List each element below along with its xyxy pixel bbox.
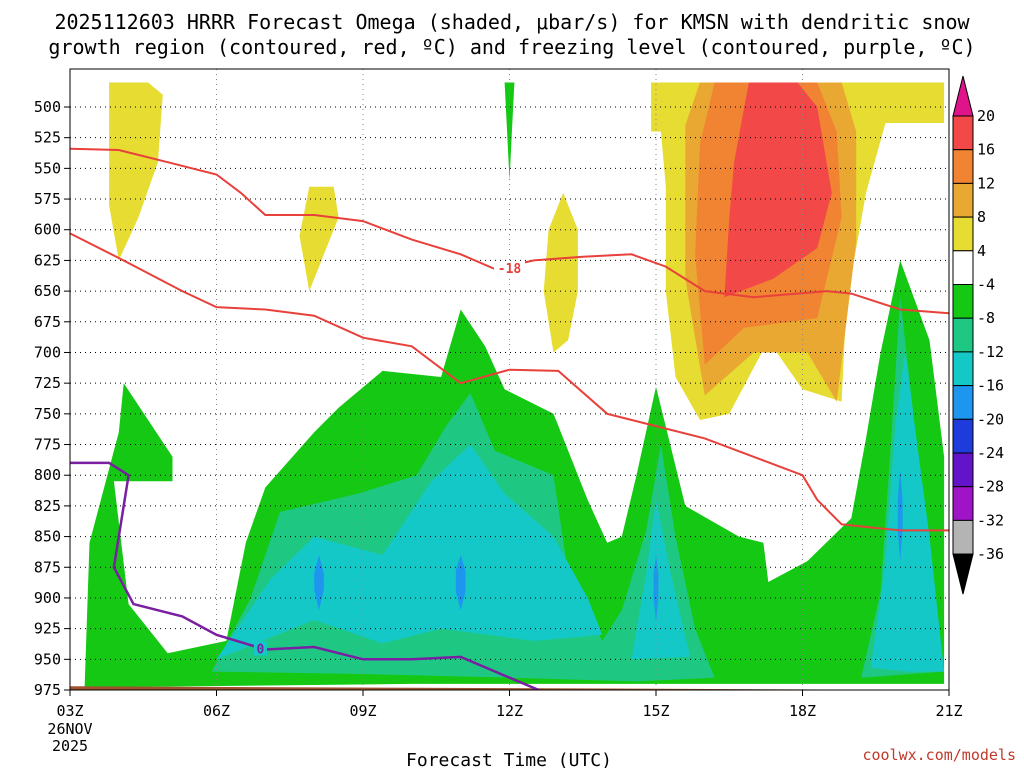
colorbar: 20 16 12 8 4 -4 -8 -12 -16 -20 -24 -28 -32 -36: [952, 75, 1004, 595]
x-tick-label-03Z: 03Z: [56, 702, 83, 720]
colorbar-label-8: 8: [977, 208, 986, 226]
x-axis: 03Z 06Z 09Z 12Z 15Z 18Z 21Z: [56, 690, 963, 720]
upward-motion-green-12z: [504, 82, 515, 181]
chart-title-line2: growth region (contoured, red, ºC) and f…: [48, 35, 975, 59]
sinking-yellow-13z: [543, 192, 578, 353]
colorbar-bin-13: [952, 519, 974, 555]
upward-motion-cyan-15z: [631, 499, 691, 660]
y-tick-label-950: 950: [34, 650, 61, 668]
y-tick-label-500: 500: [34, 98, 61, 116]
y-tick-label-750: 750: [34, 405, 61, 423]
x-tick-label-15Z: 15Z: [642, 702, 669, 720]
colorbar-label--24: -24: [977, 444, 1004, 462]
sinking-yellow-north: [109, 82, 163, 261]
y-tick-label-800: 800: [34, 466, 61, 484]
sinking-red: [724, 82, 832, 298]
colorbar-bin-1: [952, 115, 974, 151]
colorbar-label--36: -36: [977, 545, 1004, 563]
y-tick-label-875: 875: [34, 558, 61, 576]
colorbar-label-20: 20: [977, 107, 995, 125]
y-tick-label-900: 900: [34, 589, 61, 607]
zero-contour: [70, 461, 540, 690]
chart-title-line1: 2025112603 HRRR Forecast Omega (shaded, …: [54, 10, 970, 34]
colorbar-bin-9: [952, 385, 974, 420]
colorbar-label-4: 4: [977, 242, 986, 260]
colorbar-bin-4: [952, 216, 974, 252]
colorbar-bin-3: [952, 182, 974, 218]
colorbar-label--28: -28: [977, 478, 1004, 496]
y-tick-label-975: 975: [34, 681, 61, 699]
x-tick-label-09Z: 09Z: [349, 702, 376, 720]
colorbar-label--12: -12: [977, 343, 1004, 361]
x-tick-label-12Z: 12Z: [496, 702, 523, 720]
colorbar-bin-2: [952, 149, 974, 184]
colorbar-bin-top: [952, 75, 974, 117]
colorbar-label--4: -4: [977, 276, 995, 294]
sinking-yellow-08z: [299, 186, 339, 292]
colorbar-label--20: -20: [977, 410, 1004, 428]
x-tick-label-18Z: 18Z: [789, 702, 816, 720]
minus-18-label: -18: [498, 262, 522, 277]
colorbar-bin-bottom: [952, 553, 974, 595]
colorbar-bin-12: [952, 486, 974, 521]
colorbar-label--16: -16: [977, 377, 1004, 395]
y-tick-label-525: 525: [34, 129, 61, 147]
y-tick-label-675: 675: [34, 313, 61, 331]
colorbar-bin-11: [952, 452, 974, 488]
colorbar-bin-5: [952, 250, 974, 286]
upward-motion-blue-08z: [314, 555, 324, 611]
colorbar-label-12: 12: [977, 174, 995, 192]
upward-motion-blue-20z: [897, 469, 903, 562]
x-date-day: 26NOV: [47, 720, 92, 738]
upward-motion-cyan: [216, 444, 603, 660]
y-tick-label-575: 575: [34, 190, 61, 208]
omega-shading: [70, 82, 949, 690]
y-axis: 500 525 550 575 600 625 650 675 700 725 750 775 800 8…: [34, 98, 70, 699]
credit-text: coolwx.com/models: [862, 746, 1016, 764]
colorbar-label--8: -8: [977, 309, 995, 327]
y-tick-label-600: 600: [34, 221, 61, 239]
y-tick-label-850: 850: [34, 528, 61, 546]
upward-motion-blue-11z: [455, 555, 466, 611]
y-tick-label-650: 650: [34, 282, 61, 300]
colorbar-bin-10: [952, 418, 974, 454]
surface-terrain: [70, 686, 949, 690]
y-tick-label-725: 725: [34, 374, 61, 392]
colorbar-bin-7: [952, 317, 974, 353]
x-tick-label-06Z: 06Z: [203, 702, 230, 720]
y-tick-label-700: 700: [34, 343, 61, 361]
upward-motion-cyan-east: [870, 352, 945, 672]
colorbar-bin-8: [952, 351, 974, 387]
upward-motion-blue-15z: [653, 555, 659, 623]
y-tick-label-775: 775: [34, 436, 61, 454]
zero-label-bg: [253, 641, 267, 656]
y-tick-label-825: 825: [34, 497, 61, 515]
x-axis-label: Forecast Time (UTC): [406, 750, 612, 768]
colorbar-label--32: -32: [977, 511, 1004, 529]
contour-labels: -18 0: [253, 261, 525, 657]
y-tick-label-925: 925: [34, 620, 61, 638]
y-tick-label-625: 625: [34, 251, 61, 269]
y-tick-label-550: 550: [34, 159, 61, 177]
minus-12-contour: [70, 232, 949, 532]
x-tick-label-21Z: 21Z: [935, 702, 962, 720]
colorbar-label-16: 16: [977, 141, 995, 159]
colorbar-bin-6: [952, 284, 974, 319]
minus-18-label-bg: [494, 261, 525, 276]
zero-label: 0: [257, 642, 265, 657]
x-date-year: 2025: [52, 737, 88, 755]
